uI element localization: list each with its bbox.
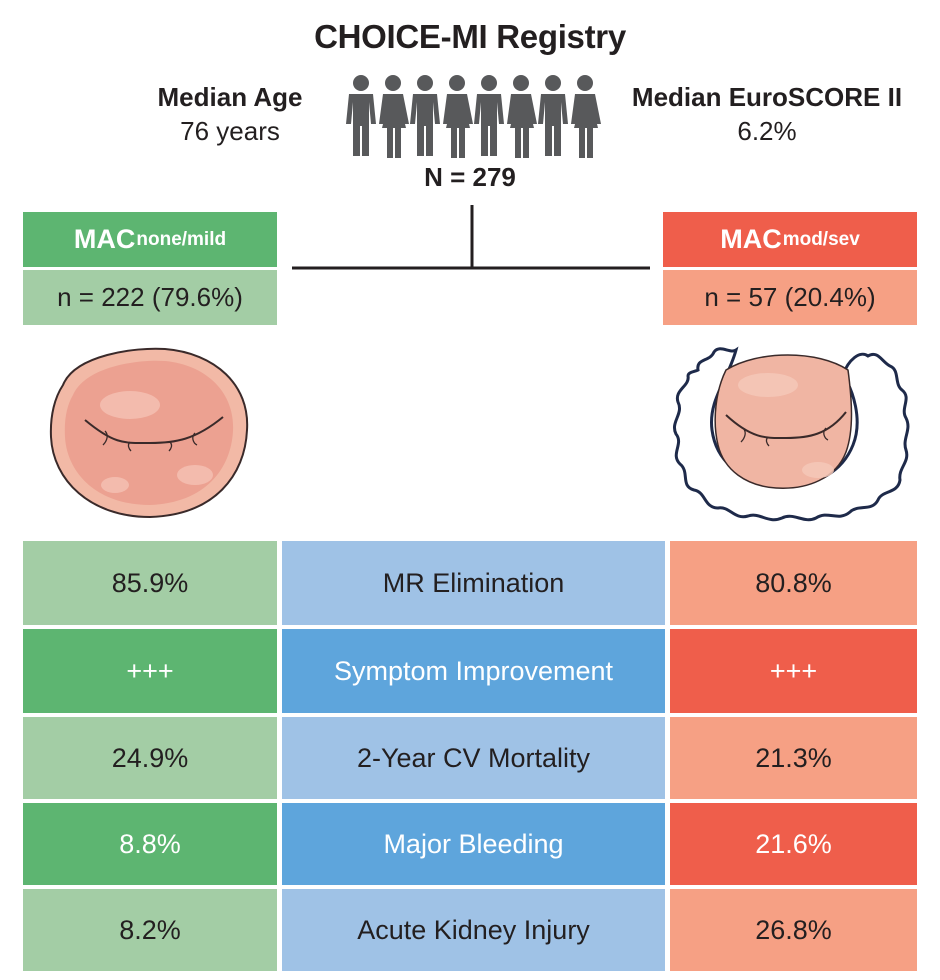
median-euroscore-stat: Median EuroSCORE II 6.2% xyxy=(622,80,912,148)
outcome-left-value: 8.2% xyxy=(23,889,277,971)
outcome-right-value: 21.6% xyxy=(670,803,917,885)
outcome-left-value: 8.8% xyxy=(23,803,277,885)
people-group-icon xyxy=(346,75,601,158)
outcome-label: Symptom Improvement xyxy=(282,629,665,713)
outcome-left-value: 85.9% xyxy=(23,541,277,625)
group-left-subscript: none/mild xyxy=(136,228,227,250)
group-right-count: n = 57 (20.4%) xyxy=(663,270,917,325)
group-left-header: MAC none/mild xyxy=(23,212,277,267)
mitral-valve-icon xyxy=(49,347,249,519)
outcome-label: Major Bleeding xyxy=(282,803,665,885)
group-right-header: MAC mod/sev xyxy=(663,212,917,267)
median-euroscore-label: Median EuroSCORE II xyxy=(631,82,903,112)
outcome-left-value: +++ xyxy=(23,629,277,713)
outcome-right-value: 21.3% xyxy=(670,717,917,799)
outcome-right-value: +++ xyxy=(670,629,917,713)
outcome-label: 2-Year CV Mortality xyxy=(282,717,665,799)
group-right-subscript: mod/sev xyxy=(782,228,860,250)
outcome-left-value: 24.9% xyxy=(23,717,277,799)
group-left-count: n = 222 (79.6%) xyxy=(23,270,277,325)
outcome-right-value: 26.8% xyxy=(670,889,917,971)
outcome-label: Acute Kidney Injury xyxy=(282,889,665,971)
median-age-label: Median Age xyxy=(157,82,303,112)
outcome-label: MR Elimination xyxy=(282,541,665,625)
median-euroscore-value: 6.2% xyxy=(737,116,797,146)
total-n: N = 279 xyxy=(424,162,516,192)
calcified-mitral-valve-icon xyxy=(673,346,910,522)
group-left-name: MAC xyxy=(73,224,136,254)
split-connector xyxy=(292,205,650,270)
page-title: CHOICE-MI Registry xyxy=(314,18,626,55)
median-age-value: 76 years xyxy=(180,116,280,146)
group-right-name: MAC xyxy=(720,224,782,254)
outcome-right-value: 80.8% xyxy=(670,541,917,625)
median-age-stat: Median Age 76 years xyxy=(130,80,330,148)
